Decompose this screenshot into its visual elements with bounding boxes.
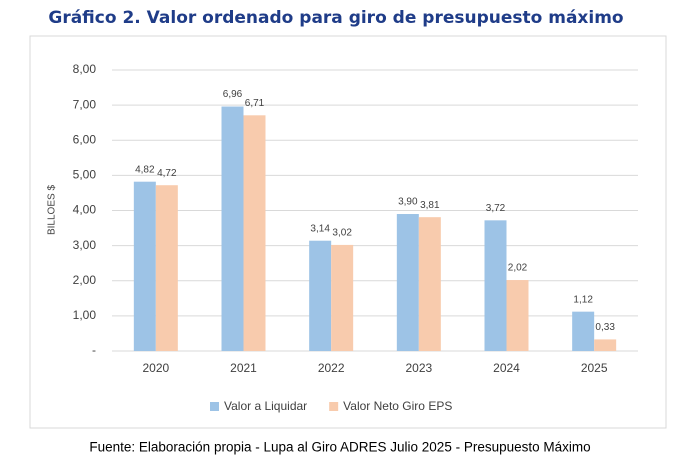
y-axis-label: BILLOES $	[47, 185, 58, 235]
value-label: 2,02	[508, 263, 528, 274]
y-tick-label: 5,00	[73, 168, 97, 182]
bar	[594, 339, 617, 351]
value-label: 6,71	[245, 98, 265, 109]
x-tick-label: 2022	[318, 361, 345, 375]
bar	[396, 214, 419, 351]
source-note: Fuente: Elaboración propia - Lupa al Gir…	[89, 440, 590, 455]
x-tick-label: 2025	[581, 361, 608, 375]
value-label: 3,72	[486, 203, 506, 214]
bar	[155, 185, 178, 351]
bar	[506, 280, 529, 351]
value-label: 3,14	[310, 223, 330, 234]
legend-swatch	[329, 402, 339, 411]
y-tick-label: 7,00	[73, 97, 97, 111]
x-tick-label: 2020	[142, 361, 169, 375]
y-tick-label: 4,00	[73, 203, 97, 217]
y-tick-label: 1,00	[73, 308, 97, 322]
x-tick-label: 2021	[230, 361, 257, 375]
value-label: 4,72	[157, 168, 177, 179]
value-label: 4,82	[135, 164, 155, 175]
value-label: 6,96	[223, 89, 243, 100]
y-tick-label: 3,00	[73, 238, 97, 252]
bar	[331, 244, 354, 351]
y-tick-label: -	[92, 343, 96, 357]
value-label: 1,12	[573, 294, 593, 305]
x-tick-label: 2024	[493, 361, 520, 375]
bar	[572, 311, 595, 351]
y-tick-label: 8,00	[73, 62, 97, 76]
value-label: 3,90	[398, 197, 418, 208]
y-tick-label: 6,00	[73, 132, 97, 146]
bar	[133, 181, 156, 351]
value-label: 3,02	[332, 228, 352, 239]
value-label: 0,33	[595, 322, 615, 333]
bar	[221, 106, 244, 351]
legend-label: Valor Neto Giro EPS	[343, 399, 452, 413]
x-tick-label: 2023	[405, 361, 432, 375]
bar	[309, 240, 332, 351]
legend-swatch	[210, 402, 219, 411]
legend-label: Valor a Liquidar	[224, 399, 307, 413]
bar	[484, 220, 507, 351]
y-tick-label: 2,00	[73, 273, 97, 287]
bar	[243, 115, 266, 351]
bar	[418, 217, 441, 351]
value-label: 3,81	[420, 200, 440, 211]
chart-title: Gráfico 2. Valor ordenado para giro de p…	[48, 8, 623, 28]
